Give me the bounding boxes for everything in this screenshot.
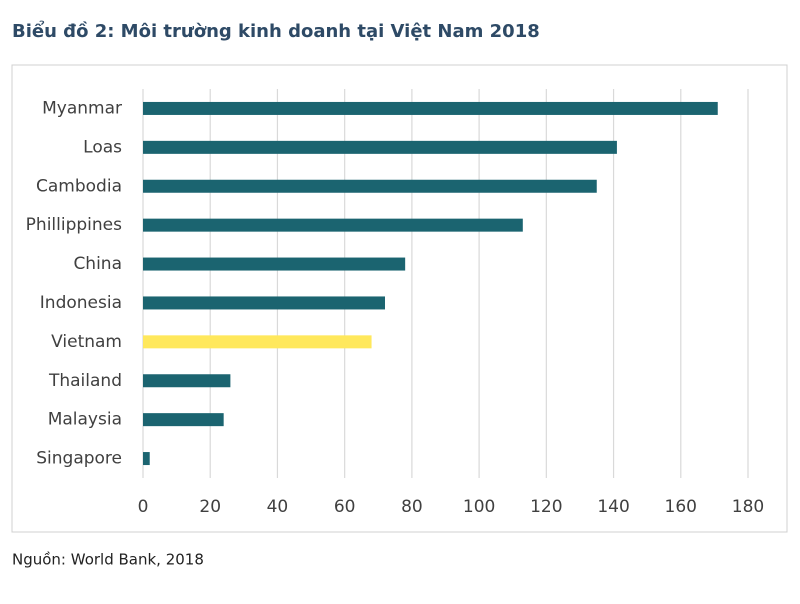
y-tick-label: Vietnam bbox=[51, 332, 122, 352]
x-tick-label: 20 bbox=[199, 497, 221, 517]
x-tick-label: 140 bbox=[597, 497, 629, 517]
source-note: Nguồn: World Bank, 2018 bbox=[12, 551, 204, 569]
bar bbox=[143, 140, 617, 154]
y-tick-label: Thailand bbox=[48, 371, 122, 391]
bar bbox=[143, 335, 372, 349]
y-tick-label: Singapore bbox=[36, 449, 122, 469]
bar bbox=[143, 218, 523, 232]
y-tick-label: Cambodia bbox=[36, 176, 122, 196]
y-tick-label: China bbox=[73, 254, 122, 274]
chart-frame bbox=[11, 64, 788, 533]
x-tick-label: 60 bbox=[334, 497, 356, 517]
y-tick-label: Loas bbox=[83, 137, 122, 157]
y-tick-label: Phillippines bbox=[26, 215, 122, 235]
y-tick-label: Myanmar bbox=[42, 98, 122, 118]
y-tick-label: Malaysia bbox=[48, 410, 122, 430]
chart-title: Biểu đồ 2: Môi trường kinh doanh tại Việ… bbox=[12, 20, 540, 42]
bar bbox=[143, 413, 224, 427]
bar bbox=[143, 296, 385, 310]
bar bbox=[143, 452, 150, 466]
bar bbox=[143, 257, 406, 271]
bar bbox=[143, 179, 597, 193]
x-tick-label: 40 bbox=[267, 497, 289, 517]
y-tick-label: Indonesia bbox=[40, 293, 122, 313]
bar bbox=[143, 101, 718, 115]
x-tick-label: 160 bbox=[665, 497, 697, 517]
bar bbox=[143, 374, 231, 388]
x-tick-label: 0 bbox=[138, 497, 149, 517]
x-tick-label: 180 bbox=[732, 497, 764, 517]
x-tick-label: 100 bbox=[463, 497, 495, 517]
x-tick-label: 120 bbox=[530, 497, 562, 517]
x-tick-label: 80 bbox=[401, 497, 423, 517]
